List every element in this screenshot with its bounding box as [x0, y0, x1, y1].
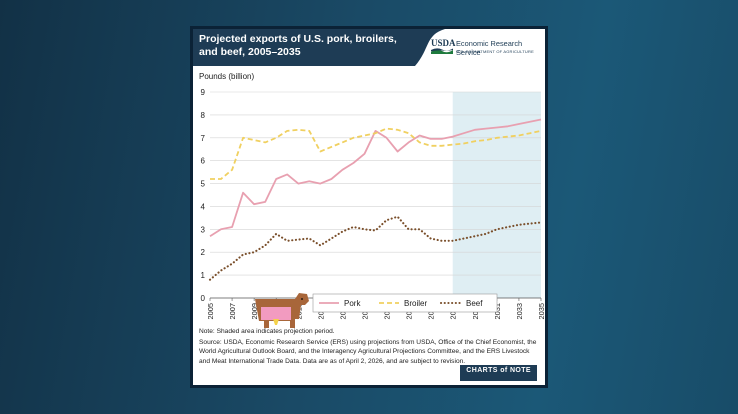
y-tick-label: 5 — [201, 180, 206, 189]
org-dept: U.S. DEPARTMENT OF AGRICULTURE — [456, 49, 534, 54]
y-tick-label: 7 — [201, 134, 206, 143]
legend-label-beef: Beef — [466, 299, 483, 308]
legend-label-pork: Pork — [344, 299, 361, 308]
x-tick-label: 2007 — [228, 303, 237, 319]
y-tick-label: 4 — [201, 202, 206, 211]
card-header: Projected exports of U.S. pork, broilers… — [193, 29, 545, 66]
line-chart: Pounds (billion) 0 1 2 3 4 5 6 7 8 9 2005 2007 2009 2… — [199, 72, 545, 328]
x-tick-label: 2005 — [206, 303, 215, 319]
x-tick-label: 2031 — [493, 303, 502, 319]
legend-label-broiler: Broiler — [404, 299, 427, 308]
cow-icon — [255, 293, 309, 328]
y-tick-label: 2 — [201, 248, 206, 257]
org-name: Economic Research Service — [456, 39, 523, 57]
y-tick-label: 6 — [201, 157, 206, 166]
y-axis-label: Pounds (billion) — [199, 72, 254, 81]
chart-footer: Note: Shaded area indicates projection p… — [199, 327, 539, 368]
y-tick-label: 3 — [201, 225, 206, 234]
series-line-beef — [208, 215, 543, 281]
charts-of-note-logo: CHARTS of NOTE — [460, 365, 537, 381]
legend — [312, 293, 498, 313]
x-tick-label: 2033 — [515, 303, 524, 319]
y-tick-label: 0 — [201, 294, 206, 303]
chart-note: Note: Shaded area indicates projection p… — [199, 328, 335, 335]
usda-logo-icon — [431, 48, 453, 54]
x-tick-label: 2009 — [250, 303, 259, 319]
chart-title: Projected exports of U.S. pork, broilers… — [199, 33, 397, 58]
projection-period-shade — [452, 92, 541, 298]
usda-logo: USDA — [431, 38, 456, 48]
x-tick-label: 2035 — [537, 303, 545, 319]
y-tick-label: 9 — [201, 88, 206, 97]
series-line-broiler — [210, 127, 542, 180]
series-line-pork — [209, 118, 542, 237]
chart-source: Source: USDA, Economic Research Service … — [199, 339, 537, 365]
y-tick-label: 1 — [201, 271, 206, 280]
chart-card: Projected exports of U.S. pork, broilers… — [193, 29, 545, 385]
y-tick-label: 8 — [201, 111, 206, 120]
header-logo-panel — [415, 29, 545, 66]
